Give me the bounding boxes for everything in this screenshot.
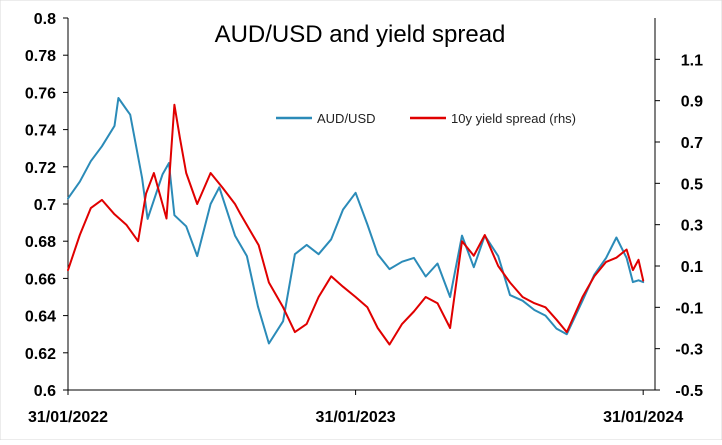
legend: AUD/USD 10y yield spread (rhs): [276, 111, 576, 126]
x-tick-label: 31/01/2022: [28, 409, 108, 426]
y-left-tick-label: 0.76: [25, 85, 56, 102]
y-left-tick-label: 0.62: [25, 346, 56, 363]
y-left-tick-label: 0.6: [34, 383, 56, 400]
chart-title: AUD/USD and yield spread: [215, 21, 506, 48]
y-left-tick-label: 0.68: [25, 234, 56, 251]
y-right-tick-label: -0.3: [675, 342, 703, 359]
y-left-tick-label: 0.7: [34, 197, 56, 214]
y-right-tick-label: 0.7: [681, 135, 703, 152]
series-line-yield-spread: [67, 103, 645, 346]
y-left-tick-label: 0.78: [25, 48, 56, 65]
x-tick-label: 31/01/2023: [316, 409, 396, 426]
legend-label: 10y yield spread (rhs): [451, 111, 576, 126]
y-left-tick-label: 0.74: [25, 123, 56, 140]
legend-label: AUD/USD: [317, 111, 376, 126]
y-right-tick-label: -0.5: [675, 383, 703, 400]
y-right-tick-label: 0.9: [681, 94, 703, 111]
y-right-tick-label: 1.1: [681, 52, 703, 69]
y-left-tick-label: 0.64: [25, 309, 56, 326]
y-right-tick-label: -0.1: [675, 300, 703, 317]
y-right-tick-label: 0.1: [681, 259, 703, 276]
y-right-tick-label: 0.5: [681, 176, 703, 193]
series-layer: [67, 97, 645, 346]
y-left-tick-label: 0.72: [25, 160, 56, 177]
y-right-tick-label: 0.3: [681, 218, 703, 235]
y-left-tick-label: 0.8: [34, 11, 56, 28]
y-left-tick-label: 0.66: [25, 271, 56, 288]
axes-layer: 0.6 0.62 0.64 0.66 0.68 0.7 0.72 0.74 0.76 0.78 0.…: [25, 11, 703, 426]
x-tick-label: 31/01/2024: [603, 409, 683, 426]
